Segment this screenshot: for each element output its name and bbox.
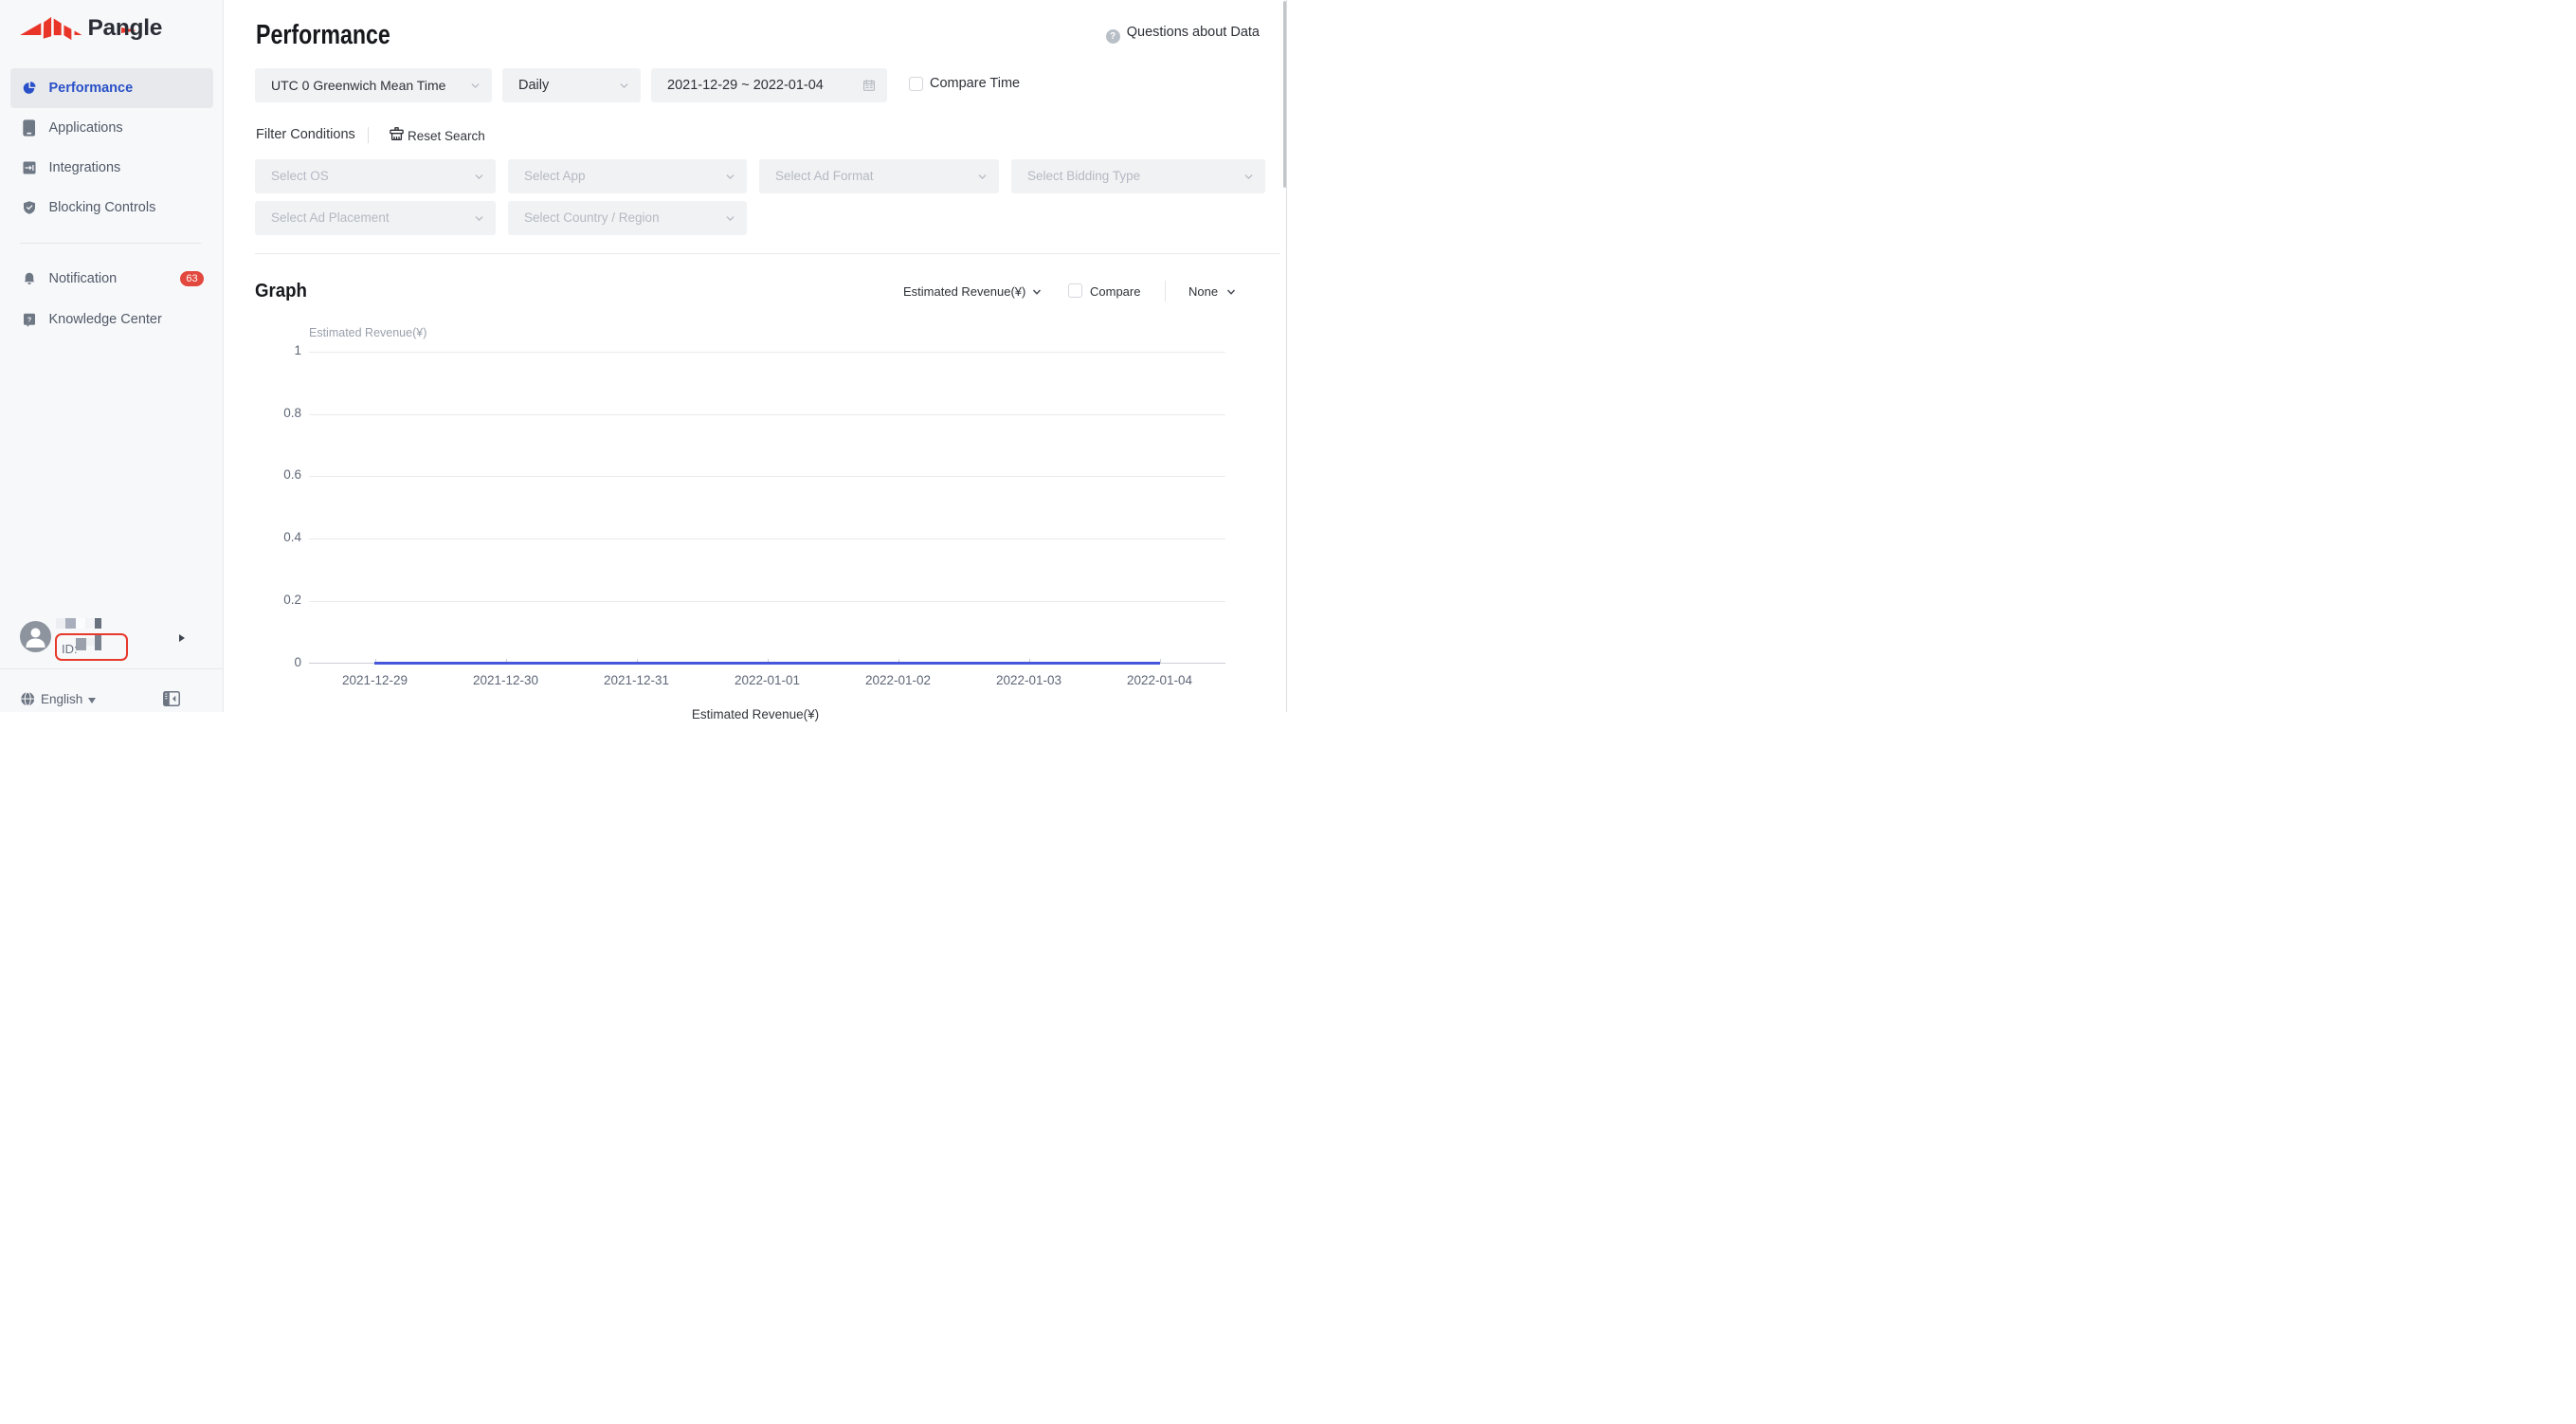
svg-text:?: ? [27,316,31,324]
